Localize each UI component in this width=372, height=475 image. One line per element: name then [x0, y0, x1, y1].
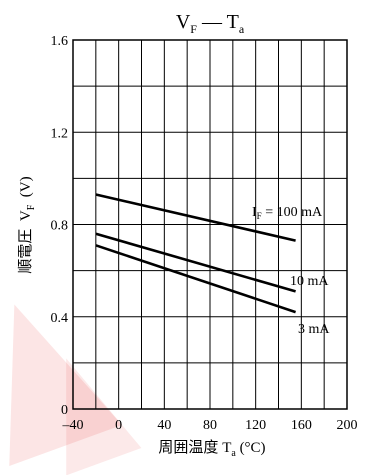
x-tick-label: 200 [337, 418, 358, 433]
y-tick-label: 0.4 [51, 311, 69, 326]
label-100ma-rest: = 100 mA [262, 205, 323, 220]
y-tick-label: 0.8 [51, 219, 69, 234]
title-a-sub: a [239, 22, 245, 36]
title-f-sub: F [190, 22, 197, 36]
y-label-unit: (V) [18, 176, 34, 197]
y-tick-labels: 0 0.4 0.8 1.2 1.6 [51, 34, 69, 418]
y-label-spacer-2 [18, 197, 34, 205]
title-t: T [227, 11, 239, 33]
label-100ma-i: I [252, 205, 257, 220]
y-label-sym: V [18, 210, 34, 221]
label-100ma-sub: F [257, 211, 262, 221]
x-label-text: 周囲温度 [158, 439, 218, 456]
x-label-sym: T [222, 440, 231, 456]
y-tick-label: 1.2 [51, 126, 69, 141]
y-axis-label: 順電圧 VF (V) [17, 176, 37, 273]
plot-frame [72, 39, 348, 410]
series-lines [95, 193, 297, 314]
series-line-0 [95, 193, 296, 242]
x-tick-label: 40 [157, 418, 171, 433]
title-dash: — [197, 11, 227, 33]
x-tick-label: –40 [62, 418, 84, 433]
y-label-sub: F [26, 204, 37, 210]
label-3ma-rest: 3 mA [298, 322, 330, 337]
y-tick-label: 1.6 [51, 34, 69, 49]
grid [73, 40, 347, 409]
series-line-1 [95, 232, 296, 293]
series-label-3ma: 3 mA [298, 322, 330, 337]
x-label-sub: a [231, 448, 236, 459]
label-10ma-rest: 10 mA [290, 274, 329, 289]
x-axis-label: 周囲温度 Ta (°C) [158, 439, 265, 459]
chart-title: VF — Ta [176, 11, 245, 36]
x-label-unit: (°C) [240, 440, 266, 456]
series-line-2 [95, 244, 297, 314]
y-tick-label: 0 [61, 403, 68, 418]
x-tick-label: 80 [203, 418, 217, 433]
x-tick-label: 0 [115, 418, 122, 433]
chart-svg: VF — Ta –40 0 40 80 120 160 200 00.40.81.21.6 … [17, 11, 358, 459]
y-label-text: 順電圧 [17, 229, 34, 274]
title-v: V [176, 11, 191, 33]
x-tick-labels: –40 0 40 80 120 160 200 [62, 418, 358, 433]
series-label-10ma: 10 mA [290, 274, 329, 289]
series-label-100ma: IF = 100 mA [252, 205, 323, 221]
y-label-spacer [18, 221, 34, 229]
x-tick-label: 160 [291, 418, 312, 433]
x-tick-label: 120 [245, 418, 266, 433]
